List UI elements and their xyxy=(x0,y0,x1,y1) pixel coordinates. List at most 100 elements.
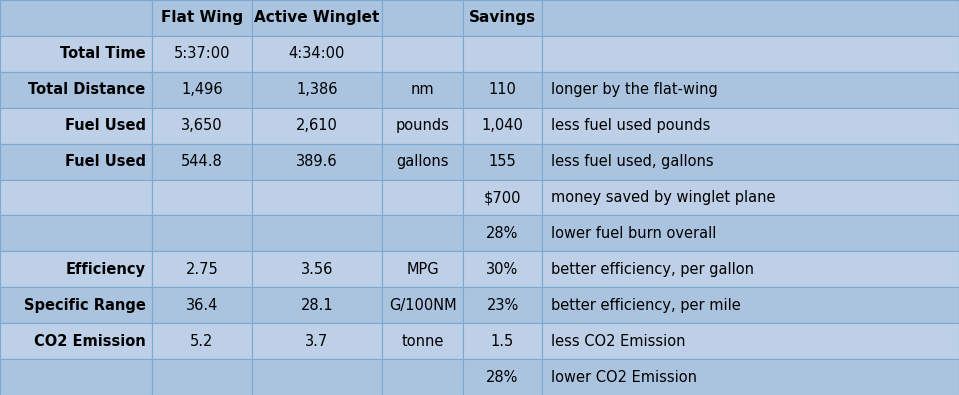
Bar xyxy=(252,323,382,359)
Bar xyxy=(463,72,542,108)
Bar xyxy=(463,323,542,359)
Text: lower fuel burn overall: lower fuel burn overall xyxy=(550,226,716,241)
Bar xyxy=(0,251,152,287)
Bar xyxy=(542,251,959,287)
Text: 1,040: 1,040 xyxy=(481,118,524,133)
Bar xyxy=(0,287,152,323)
Text: G/100NM: G/100NM xyxy=(388,298,456,313)
Text: better efficiency, per gallon: better efficiency, per gallon xyxy=(550,262,754,277)
Text: Specific Range: Specific Range xyxy=(24,298,146,313)
Bar xyxy=(252,180,382,215)
Bar xyxy=(463,287,542,323)
Bar xyxy=(252,215,382,251)
Text: $700: $700 xyxy=(483,190,522,205)
Bar xyxy=(152,180,252,215)
Text: 28.1: 28.1 xyxy=(300,298,334,313)
Text: 110: 110 xyxy=(488,82,517,97)
Text: Efficiency: Efficiency xyxy=(65,262,146,277)
Bar xyxy=(0,36,152,72)
Text: 544.8: 544.8 xyxy=(181,154,222,169)
Bar xyxy=(542,72,959,108)
Bar xyxy=(152,251,252,287)
Text: money saved by winglet plane: money saved by winglet plane xyxy=(550,190,775,205)
Text: 389.6: 389.6 xyxy=(296,154,338,169)
Bar xyxy=(542,108,959,144)
Text: 28%: 28% xyxy=(486,370,519,385)
Bar xyxy=(152,144,252,180)
Text: 155: 155 xyxy=(489,154,516,169)
Bar xyxy=(542,0,959,36)
Bar xyxy=(152,72,252,108)
Bar xyxy=(252,0,382,36)
Text: Flat Wing: Flat Wing xyxy=(161,10,243,25)
Bar xyxy=(152,108,252,144)
Text: Total Time: Total Time xyxy=(59,46,146,61)
Text: Total Distance: Total Distance xyxy=(28,82,146,97)
Bar xyxy=(382,36,463,72)
Text: nm: nm xyxy=(410,82,434,97)
Bar xyxy=(0,72,152,108)
Bar xyxy=(252,108,382,144)
Bar xyxy=(542,323,959,359)
Bar xyxy=(382,180,463,215)
Bar xyxy=(382,144,463,180)
Text: 3.7: 3.7 xyxy=(305,334,329,349)
Bar xyxy=(382,287,463,323)
Bar xyxy=(152,36,252,72)
Bar xyxy=(252,36,382,72)
Text: better efficiency, per mile: better efficiency, per mile xyxy=(550,298,740,313)
Text: 36.4: 36.4 xyxy=(186,298,218,313)
Bar xyxy=(542,359,959,395)
Bar xyxy=(382,359,463,395)
Text: 2,610: 2,610 xyxy=(296,118,338,133)
Bar xyxy=(252,251,382,287)
Bar xyxy=(152,323,252,359)
Text: lower CO2 Emission: lower CO2 Emission xyxy=(550,370,697,385)
Bar xyxy=(463,144,542,180)
Bar xyxy=(542,180,959,215)
Bar xyxy=(0,0,152,36)
Bar xyxy=(542,144,959,180)
Bar xyxy=(463,215,542,251)
Bar xyxy=(0,144,152,180)
Text: MPG: MPG xyxy=(406,262,439,277)
Bar xyxy=(382,0,463,36)
Bar xyxy=(0,215,152,251)
Bar xyxy=(152,287,252,323)
Bar xyxy=(463,0,542,36)
Bar xyxy=(463,36,542,72)
Text: CO2 Emission: CO2 Emission xyxy=(34,334,146,349)
Text: 1,386: 1,386 xyxy=(296,82,338,97)
Bar xyxy=(463,251,542,287)
Bar xyxy=(463,108,542,144)
Text: 23%: 23% xyxy=(486,298,519,313)
Bar xyxy=(152,359,252,395)
Bar xyxy=(463,359,542,395)
Bar xyxy=(542,215,959,251)
Bar xyxy=(382,72,463,108)
Text: 3,650: 3,650 xyxy=(181,118,222,133)
Bar xyxy=(542,287,959,323)
Bar xyxy=(252,72,382,108)
Bar xyxy=(152,215,252,251)
Text: 5.2: 5.2 xyxy=(190,334,214,349)
Bar xyxy=(382,108,463,144)
Text: less CO2 Emission: less CO2 Emission xyxy=(550,334,686,349)
Text: Active Winglet: Active Winglet xyxy=(254,10,380,25)
Bar xyxy=(463,180,542,215)
Bar xyxy=(252,144,382,180)
Text: 4:34:00: 4:34:00 xyxy=(289,46,345,61)
Text: 30%: 30% xyxy=(486,262,519,277)
Text: less fuel used, gallons: less fuel used, gallons xyxy=(550,154,713,169)
Text: gallons: gallons xyxy=(396,154,449,169)
Text: longer by the flat-wing: longer by the flat-wing xyxy=(550,82,717,97)
Bar xyxy=(382,251,463,287)
Bar xyxy=(0,323,152,359)
Text: Savings: Savings xyxy=(469,10,536,25)
Text: Fuel Used: Fuel Used xyxy=(64,154,146,169)
Bar xyxy=(542,36,959,72)
Text: 2.75: 2.75 xyxy=(185,262,219,277)
Bar xyxy=(252,287,382,323)
Bar xyxy=(0,180,152,215)
Text: 1,496: 1,496 xyxy=(181,82,222,97)
